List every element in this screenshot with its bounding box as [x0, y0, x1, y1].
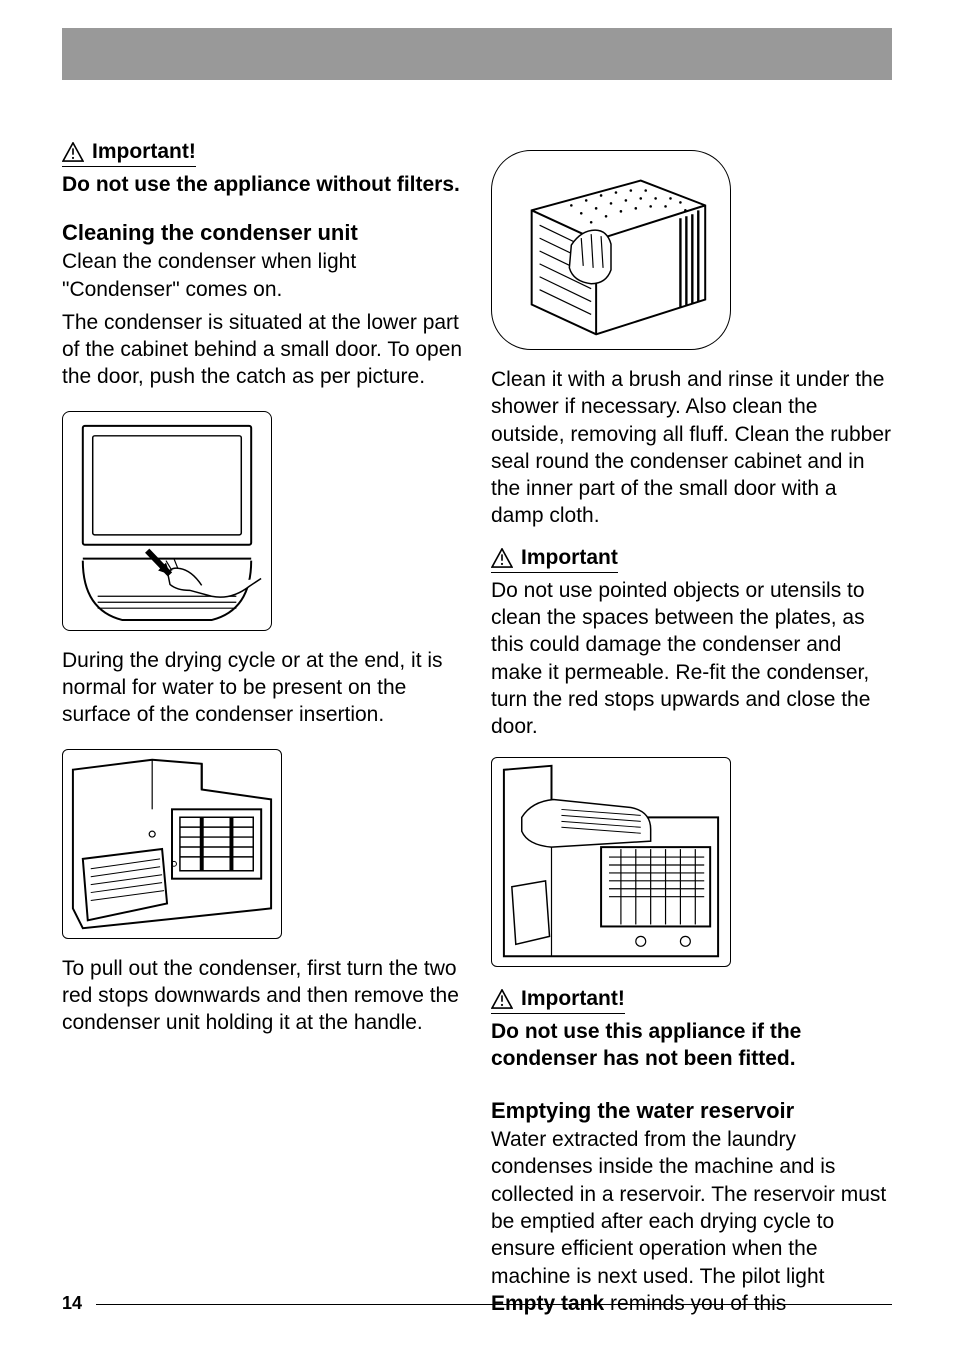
warning-2-label: Important: [521, 546, 618, 570]
page-footer-rule: [96, 1304, 892, 1306]
illustration-clean-condenser: [491, 150, 731, 350]
warning-block-3: Important!: [491, 987, 625, 1014]
warning-1-text: Do not use the appliance without filters…: [62, 171, 463, 198]
subheading-emptying: Emptying the water reservoir: [491, 1098, 892, 1124]
page-number: 14: [62, 1293, 82, 1314]
warning-3-text: Do not use this appliance if the condens…: [491, 1018, 892, 1073]
warning-3-label: Important!: [521, 987, 625, 1011]
para-reservoir-a: Water extracted from the laundry condens…: [491, 1128, 886, 1287]
warning-triangle-icon: [62, 142, 84, 162]
warning-2-text: Do not use pointed objects or utensils t…: [491, 577, 892, 741]
left-column: Important! Do not use the appliance with…: [62, 140, 463, 1292]
illustration-condenser-compartment: [62, 749, 282, 939]
header-bar: [62, 28, 892, 80]
warning-triangle-icon: [491, 548, 513, 568]
illustration-open-door: [62, 411, 272, 631]
illustration-refit-condenser: [491, 757, 731, 967]
subheading-cleaning: Cleaning the condenser unit: [62, 220, 463, 246]
para-reservoir: Water extracted from the laundry condens…: [491, 1126, 892, 1317]
para-clean-brush: Clean it with a brush and rinse it under…: [491, 366, 892, 530]
page-content: Important! Do not use the appliance with…: [62, 140, 892, 1292]
para-clean-light: Clean the condenser when light "Condense…: [62, 248, 463, 303]
warning-1-label: Important!: [92, 140, 196, 164]
para-pull-out: To pull out the condenser, first turn th…: [62, 955, 463, 1037]
para-water-present: During the drying cycle or at the end, i…: [62, 647, 463, 729]
right-column: Clean it with a brush and rinse it under…: [491, 140, 892, 1292]
warning-block-2: Important: [491, 546, 618, 573]
para-condenser-location: The condenser is situated at the lower p…: [62, 309, 463, 391]
warning-triangle-icon: [491, 989, 513, 1009]
warning-block-1: Important!: [62, 140, 196, 167]
